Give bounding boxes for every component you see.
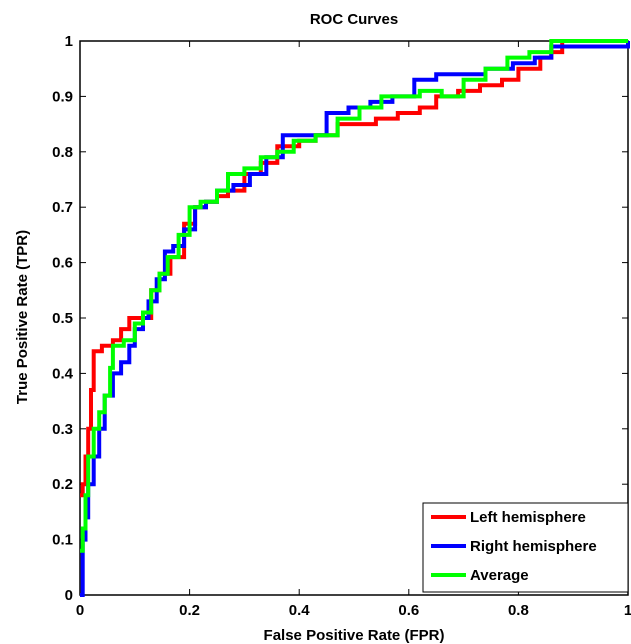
x-axis-label: False Positive Rate (FPR) (264, 627, 445, 644)
legend-label-0: Left hemisphere (470, 509, 586, 526)
y-tick-label: 0.7 (52, 199, 73, 216)
legend: Left hemisphere Right hemisphere Average (422, 502, 629, 593)
axis-tick-labels: 0 0.2 0.4 0.6 0.8 1 0 0.1 0.2 0.3 0.4 0.5 0.6 0.7 0.8 0… (52, 33, 631, 619)
x-tick-label: 1 (624, 602, 631, 619)
series-line-2 (80, 39, 628, 553)
y-tick-label: 0.6 (52, 255, 73, 272)
x-tick-label: 0.2 (179, 602, 200, 619)
y-tick-label: 0.2 (52, 476, 73, 493)
y-axis-label: True Positive Rate (TPR) (14, 230, 31, 404)
legend-label-1: Right hemisphere (470, 538, 597, 555)
y-tick-label: 0 (65, 587, 73, 604)
y-tick-label: 0.1 (52, 532, 73, 549)
y-tick-label: 0.3 (52, 421, 73, 438)
y-tick-label: 0.4 (52, 365, 74, 382)
legend-label-2: Average (470, 567, 529, 584)
y-tick-label: 0.9 (52, 88, 73, 105)
x-tick-label: 0 (76, 602, 84, 619)
x-tick-label: 0.4 (289, 602, 311, 619)
series-line-0 (80, 39, 628, 498)
series-lines (80, 39, 630, 597)
y-tick-label: 0.5 (52, 310, 73, 327)
x-tick-label: 0.6 (398, 602, 419, 619)
y-tick-label: 1 (65, 33, 73, 50)
x-tick-label: 0.8 (508, 602, 529, 619)
chart-title: ROC Curves (310, 11, 398, 28)
y-tick-label: 0.8 (52, 144, 73, 161)
